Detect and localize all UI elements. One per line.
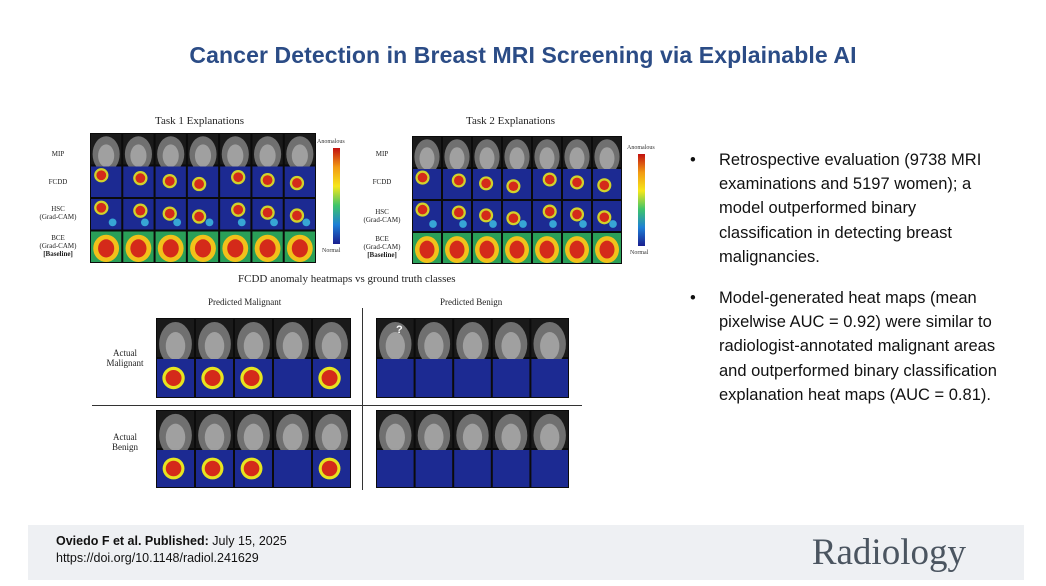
bullet-item-1: • Retrospective evaluation (9738 MRI exa…: [690, 148, 1010, 269]
task1-colorbar: [333, 148, 340, 244]
question-mark: ?: [396, 324, 403, 336]
row-label-bce-2: BCE (Grad-CAM) [Baseline]: [363, 235, 401, 259]
task1-scale-top: Anomalous: [317, 139, 345, 145]
task2-colorbar: [638, 154, 645, 246]
figure-caption: FCDD anomaly heatmaps vs ground truth cl…: [238, 273, 456, 285]
radiology-logo: Radiology: [811, 532, 966, 573]
quadrant-benign-malignant: [156, 410, 351, 488]
task2-heatmap-grid: [412, 136, 622, 264]
row-label-mip: MIP: [51, 150, 65, 158]
row-label-bce: BCE (Grad-CAM) [Baseline]: [39, 234, 77, 258]
row-label-hsc: HSC (Grad-CAM): [39, 205, 77, 221]
row-label-fcdd: FCDD: [48, 178, 68, 186]
task1-heatmap-grid: [90, 133, 316, 263]
footer: Oviedo F et al. Published: July 15, 2025…: [28, 525, 1024, 580]
quadrant-malignant-malignant: [156, 318, 351, 398]
actual-malignant-label: Actual Malignant: [106, 348, 144, 368]
actual-benign-label: Actual Benign: [112, 432, 138, 452]
quadrant-malignant-benign: ?: [376, 318, 569, 398]
task1-scale-bottom: Normal: [322, 248, 341, 254]
citation: Oviedo F et al. Published: July 15, 2025…: [56, 534, 287, 565]
doi-link[interactable]: https://doi.org/10.1148/radiol.241629: [56, 551, 259, 565]
row-label-hsc-2: HSC (Grad-CAM): [363, 208, 401, 224]
task2-scale-top: Anomalous: [627, 145, 655, 151]
page-title: Cancer Detection in Breast MRI Screening…: [189, 42, 857, 68]
task1-label: Task 1 Explanations: [155, 115, 245, 127]
quadrant-benign-benign: [376, 410, 569, 488]
bullet-item-2: • Model-generated heat maps (mean pixelw…: [690, 286, 1010, 407]
task2-scale-bottom: Normal: [630, 250, 649, 256]
row-label-mip-2: MIP: [375, 150, 389, 158]
predicted-benign-label: Predicted Benign: [440, 297, 503, 307]
key-points-list: • Retrospective evaluation (9738 MRI exa…: [690, 148, 1010, 424]
quadrant-divider-horizontal: [92, 405, 582, 406]
task2-label: Task 2 Explanations: [466, 115, 556, 127]
bullet-icon: •: [690, 151, 696, 169]
quadrant-divider-vertical: [362, 308, 363, 490]
row-label-fcdd-2: FCDD: [372, 178, 392, 186]
predicted-malignant-label: Predicted Malignant: [208, 297, 282, 307]
bullet-icon: •: [690, 289, 696, 308]
